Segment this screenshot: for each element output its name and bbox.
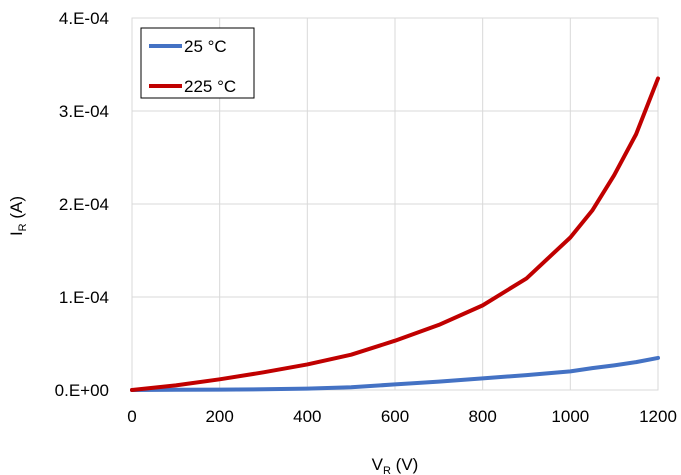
y-tick-label: 4.E-04	[59, 9, 109, 28]
x-tick-label: 200	[205, 407, 233, 426]
x-axis-title-main: V	[372, 455, 384, 474]
x-tick-label: 600	[381, 407, 409, 426]
x-axis-title: VR (V)	[372, 455, 419, 475]
series-lines	[130, 76, 660, 392]
plot-area-border	[131, 17, 659, 391]
legend: 25 °C 225 °C	[140, 27, 255, 99]
x-tick-label: 0	[127, 407, 136, 426]
x-axis-title-subscript: R	[383, 465, 391, 475]
series-line-225c	[130, 76, 660, 392]
x-tick-label: 800	[468, 407, 496, 426]
x-axis-tick-labels: 0 200 400 600 800 1000 1200	[127, 407, 677, 426]
x-axis-title-unit: (V)	[391, 455, 418, 474]
legend-label-225c: 225 °C	[184, 77, 236, 96]
x-tick-label: 1200	[639, 407, 677, 426]
y-axis-tick-labels: 0.E+00 1.E-04 2.E-04 3.E-04 4.E-04	[55, 9, 109, 400]
y-axis-title-subscript: R	[17, 223, 29, 231]
series-line-25c	[130, 355, 660, 392]
y-axis-title-main: I	[7, 231, 26, 236]
x-tick-label: 400	[293, 407, 321, 426]
y-axis-title-unit: (A)	[7, 196, 26, 223]
y-tick-label: 2.E-04	[59, 195, 109, 214]
y-tick-label: 0.E+00	[55, 381, 109, 400]
x-tick-label: 1000	[551, 407, 589, 426]
y-axis-title: IR (A)	[7, 196, 29, 236]
y-tick-label: 3.E-04	[59, 102, 109, 121]
legend-label-25c: 25 °C	[184, 37, 227, 56]
y-tick-label: 1.E-04	[59, 288, 109, 307]
